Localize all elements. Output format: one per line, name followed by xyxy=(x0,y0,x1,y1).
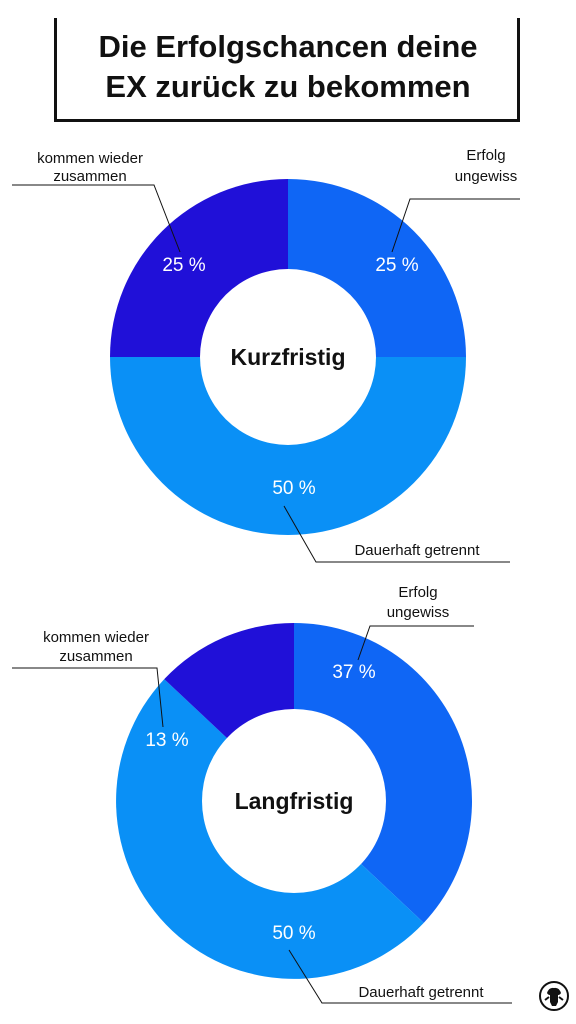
data-label-separated: 50 % xyxy=(272,923,315,944)
chart-title-line-2: EX zurück zu bekommen xyxy=(105,69,471,104)
data-label-uncertain: 37 % xyxy=(332,662,375,683)
slice-uncertain xyxy=(294,623,472,923)
chart-title-line-1: Die Erfolgschancen deine xyxy=(98,29,478,64)
slice-label-together: zusammen xyxy=(53,168,126,185)
title-frame xyxy=(54,18,520,122)
donut-hole xyxy=(202,709,386,893)
donut-hole xyxy=(200,269,376,445)
slice-label-together: kommen wieder xyxy=(43,629,149,646)
leader-line xyxy=(288,949,512,1004)
slice-label-uncertain: Erfolg xyxy=(466,147,505,164)
slice-separated xyxy=(110,357,466,535)
slice-label-separated: Dauerhaft getrennt xyxy=(354,542,480,559)
chart-center-label: Kurzfristig xyxy=(231,344,346,370)
chart-center-label: Langfristig xyxy=(235,788,354,814)
slice-label-uncertain: Erfolg xyxy=(398,584,437,601)
leader-line xyxy=(12,184,181,253)
leader-line xyxy=(391,198,520,253)
leader-line xyxy=(283,505,510,563)
data-label-uncertain: 25 % xyxy=(375,255,418,276)
donut-chart-1: Kurzfristig 25 % Erfolg ungewiss 50 % Dauerha… xyxy=(12,147,520,563)
brain-figure-icon xyxy=(539,981,569,1011)
slice-label-separated: Dauerhaft getrennt xyxy=(358,984,484,1001)
slice-label-uncertain: ungewiss xyxy=(387,604,450,621)
data-label-together: 25 % xyxy=(162,255,205,276)
data-label-separated: 50 % xyxy=(272,478,315,499)
leader-line xyxy=(12,667,164,728)
donut-chart-2: Langfristig 37 % Erfolg ungewiss 50 % Dauerha… xyxy=(12,584,512,1004)
slice-label-together: kommen wieder xyxy=(37,150,143,167)
slice-label-uncertain: ungewiss xyxy=(455,168,518,185)
data-label-together: 13 % xyxy=(145,730,188,751)
leader-line xyxy=(357,625,474,661)
slice-label-together: zusammen xyxy=(59,648,132,665)
